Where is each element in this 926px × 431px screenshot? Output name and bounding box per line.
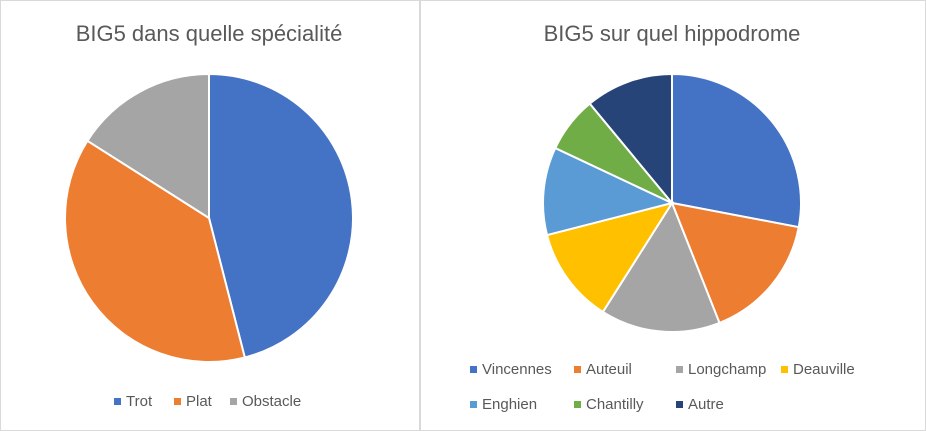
chart-title: BIG5 dans quelle spécialité bbox=[76, 21, 343, 46]
chart-title: BIG5 sur quel hippodrome bbox=[544, 21, 801, 46]
legend-label: Chantilly bbox=[586, 396, 644, 413]
pie-slice bbox=[545, 201, 675, 314]
legend-marker bbox=[676, 366, 683, 373]
pie-slice bbox=[601, 200, 721, 333]
pie-slice bbox=[670, 201, 800, 325]
legend-label: Deauville bbox=[793, 361, 855, 378]
legend-label: Longchamp bbox=[688, 361, 766, 378]
legend-label: Obstacle bbox=[242, 393, 301, 410]
legend-marker bbox=[174, 398, 181, 405]
pie-slice bbox=[588, 72, 673, 206]
legend-label: Trot bbox=[126, 393, 153, 410]
pie-slice bbox=[64, 139, 247, 363]
legend-label: Auteuil bbox=[586, 361, 632, 378]
legend-marker bbox=[676, 401, 683, 408]
legend-label: Enghien bbox=[482, 396, 537, 413]
pie-slice bbox=[671, 72, 802, 229]
legend-label: Vincennes bbox=[482, 361, 552, 378]
legend-label: Plat bbox=[186, 393, 213, 410]
legend-label: Autre bbox=[688, 396, 724, 413]
legend-marker bbox=[781, 366, 788, 373]
legend-marker bbox=[470, 401, 477, 408]
legend-marker bbox=[470, 366, 477, 373]
pie-slice bbox=[208, 72, 354, 359]
legend-marker bbox=[114, 398, 121, 405]
legend-marker bbox=[230, 398, 237, 405]
legend-marker bbox=[574, 366, 581, 373]
pie-slice bbox=[86, 72, 210, 220]
legend-marker bbox=[574, 401, 581, 408]
pie-slice bbox=[542, 146, 675, 237]
